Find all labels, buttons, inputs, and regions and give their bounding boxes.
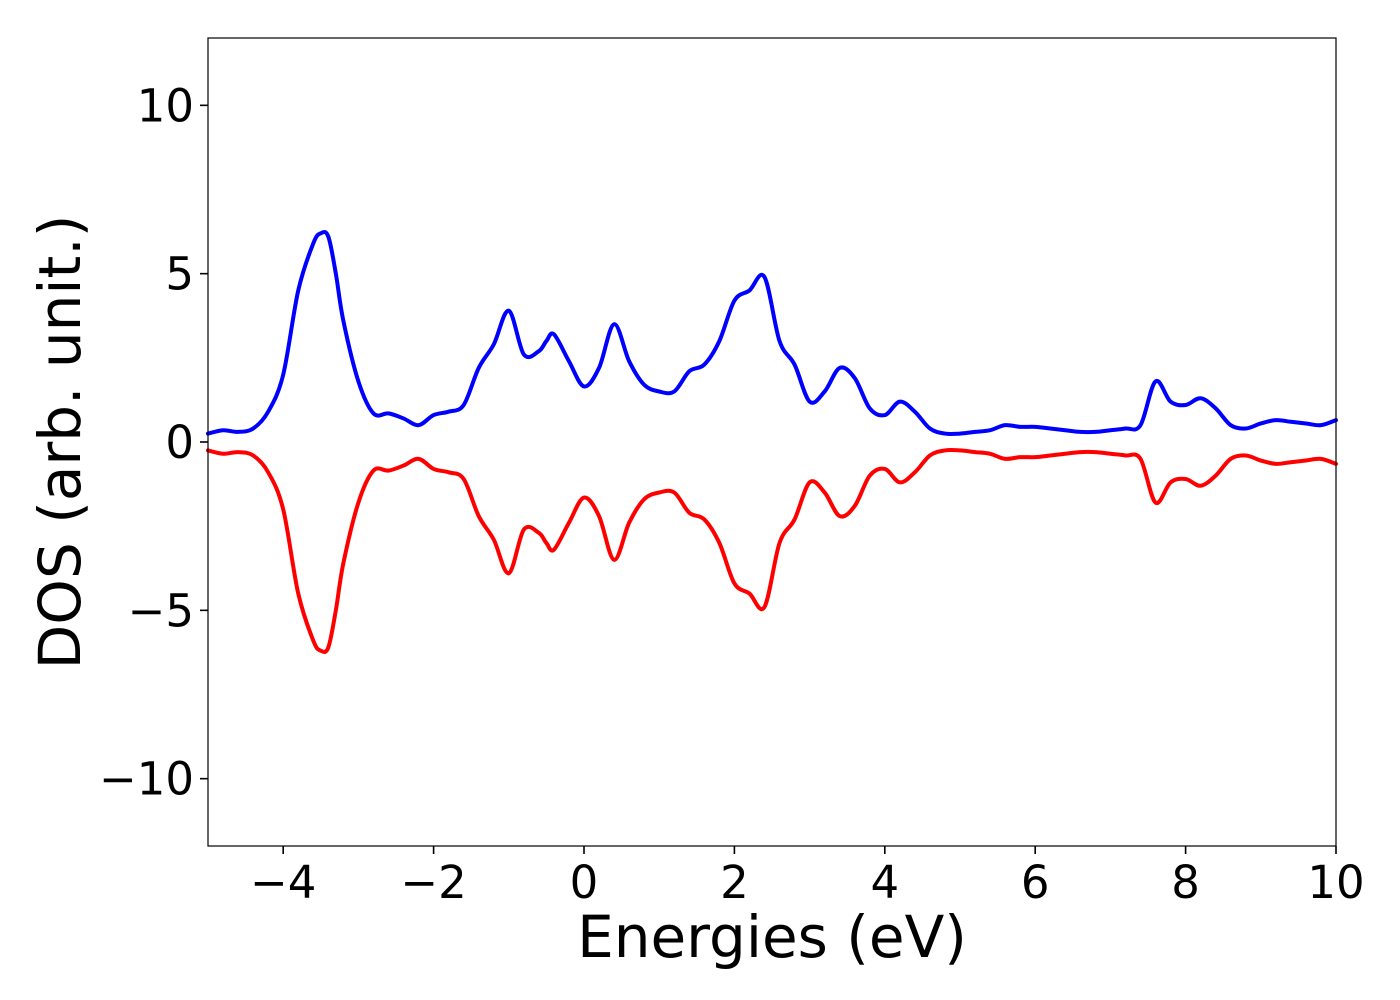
y-tick-label: −5 — [128, 584, 194, 637]
x-tick-label: 2 — [720, 856, 749, 909]
series-line-down — [206, 447, 1338, 654]
series-layer — [206, 230, 1338, 654]
x-tick-label: −2 — [400, 856, 466, 909]
series-line-up — [206, 230, 1338, 437]
x-tick-label: 10 — [1307, 856, 1364, 909]
y-tick-label: −10 — [99, 753, 194, 806]
x-axis: −4 −2 0 2 4 6 8 10 — [250, 846, 1365, 909]
y-axis: −10 −5 0 5 10 — [99, 79, 208, 806]
y-axis-label: DOS (arb. unit.) — [26, 215, 94, 670]
x-tick-label: 6 — [1021, 856, 1050, 909]
x-axis-label: Energies (eV) — [577, 903, 967, 971]
y-tick-label: 5 — [165, 248, 194, 301]
x-tick-label: 0 — [570, 856, 599, 909]
y-tick-label: 10 — [137, 79, 194, 132]
x-tick-label: −4 — [250, 856, 316, 909]
x-tick-label: 4 — [870, 856, 899, 909]
x-tick-label: 8 — [1171, 856, 1200, 909]
y-tick-label: 0 — [165, 416, 194, 469]
plot-frame — [207, 37, 1337, 847]
